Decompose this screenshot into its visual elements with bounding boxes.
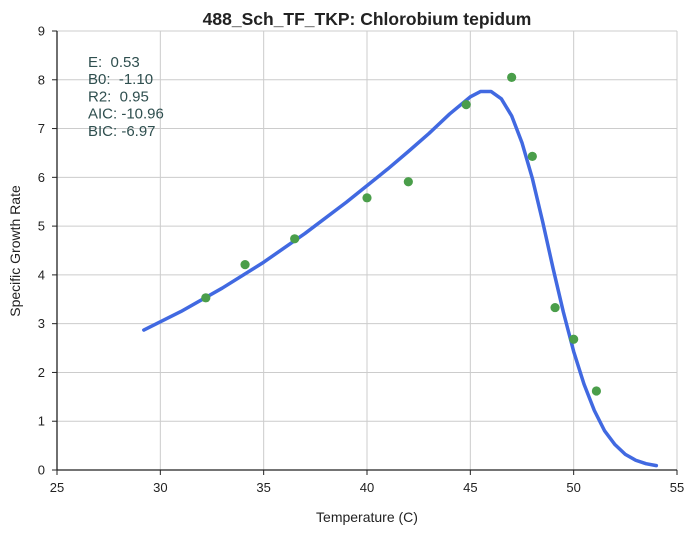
y-tick-labels: 0 1 2 3 4 5 6 7 8 9 — [38, 24, 45, 478]
x-axis-label: Temperature (C) — [316, 509, 418, 525]
y-tick-label: 1 — [38, 414, 45, 429]
data-point — [362, 193, 372, 203]
fit-statistic: E: 0.53 — [88, 54, 140, 71]
data-point — [403, 177, 413, 187]
y-tick-label: 9 — [38, 24, 45, 39]
data-point — [550, 302, 560, 313]
y-tick-label: 4 — [38, 267, 45, 282]
data-point — [591, 386, 602, 396]
grid — [56, 30, 678, 471]
data-points-layer — [201, 72, 602, 396]
chart-title: 488_Sch_TF_TKP: Chlorobium tepidum — [203, 9, 532, 29]
data-point — [240, 260, 250, 270]
y-tick-label: 5 — [38, 219, 45, 234]
x-tick-labels: 25 30 35 40 45 50 55 — [50, 480, 684, 495]
data-point — [527, 151, 537, 161]
fit-statistic: R2: 0.95 — [88, 88, 149, 105]
x-tick-label: 50 — [566, 480, 580, 495]
fitted-curve-layer — [142, 89, 659, 468]
axes — [52, 30, 678, 475]
x-tick-label: 25 — [50, 480, 64, 495]
y-tick-label: 7 — [38, 121, 45, 136]
y-tick-label: 6 — [38, 170, 45, 185]
data-point — [569, 334, 579, 344]
fit-statistic: B0: -1.10 — [88, 71, 153, 88]
x-tick-label: 30 — [153, 480, 167, 495]
fit-statistic: BIC: -6.97 — [88, 123, 156, 140]
y-tick-label: 3 — [38, 316, 45, 331]
data-point — [201, 293, 211, 303]
x-tick-label: 40 — [360, 480, 374, 495]
x-tick-label: 55 — [670, 480, 684, 495]
y-tick-label: 8 — [38, 72, 45, 87]
data-point — [461, 100, 471, 110]
fitted-curve — [142, 89, 659, 468]
data-point — [507, 72, 517, 82]
y-tick-label: 2 — [38, 365, 45, 380]
fit-statistic: AIC: -10.96 — [88, 106, 164, 123]
x-tick-label: 45 — [463, 480, 477, 495]
y-axis-label: Specific Growth Rate — [7, 185, 23, 317]
data-point — [290, 234, 300, 244]
y-tick-label: 0 — [38, 463, 45, 478]
x-tick-label: 35 — [256, 480, 270, 495]
